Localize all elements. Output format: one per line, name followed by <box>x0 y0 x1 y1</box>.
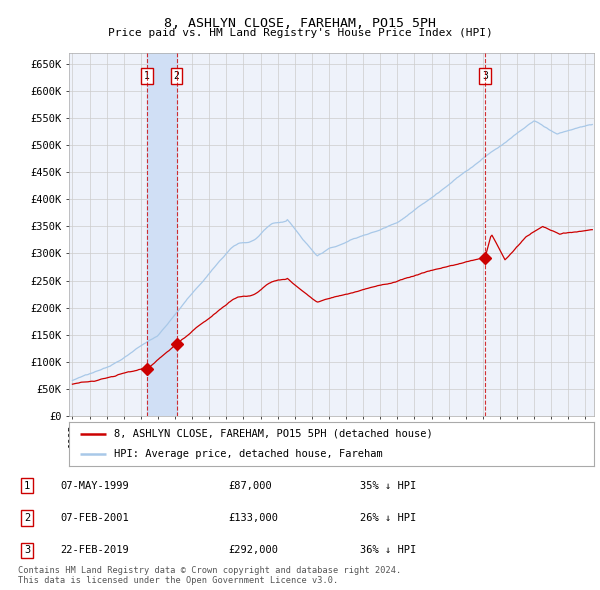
Text: 26% ↓ HPI: 26% ↓ HPI <box>360 513 416 523</box>
Text: 2: 2 <box>24 513 30 523</box>
Text: This data is licensed under the Open Government Licence v3.0.: This data is licensed under the Open Gov… <box>18 576 338 585</box>
Text: Contains HM Land Registry data © Crown copyright and database right 2024.: Contains HM Land Registry data © Crown c… <box>18 566 401 575</box>
Text: 22-FEB-2019: 22-FEB-2019 <box>60 546 129 555</box>
Text: Price paid vs. HM Land Registry's House Price Index (HPI): Price paid vs. HM Land Registry's House … <box>107 28 493 38</box>
Text: 8, ASHLYN CLOSE, FAREHAM, PO15 5PH: 8, ASHLYN CLOSE, FAREHAM, PO15 5PH <box>164 17 436 30</box>
Text: £87,000: £87,000 <box>228 481 272 490</box>
Text: 1: 1 <box>24 481 30 490</box>
Text: 07-FEB-2001: 07-FEB-2001 <box>60 513 129 523</box>
Text: 3: 3 <box>482 71 488 81</box>
Text: 1: 1 <box>144 71 150 81</box>
Text: 35% ↓ HPI: 35% ↓ HPI <box>360 481 416 490</box>
Text: HPI: Average price, detached house, Fareham: HPI: Average price, detached house, Fare… <box>113 449 382 459</box>
Text: 36% ↓ HPI: 36% ↓ HPI <box>360 546 416 555</box>
Text: 8, ASHLYN CLOSE, FAREHAM, PO15 5PH (detached house): 8, ASHLYN CLOSE, FAREHAM, PO15 5PH (deta… <box>113 429 433 439</box>
Text: £133,000: £133,000 <box>228 513 278 523</box>
Text: £292,000: £292,000 <box>228 546 278 555</box>
Bar <box>147 53 176 416</box>
Text: 3: 3 <box>24 546 30 555</box>
Text: 07-MAY-1999: 07-MAY-1999 <box>60 481 129 490</box>
Text: 2: 2 <box>173 71 179 81</box>
